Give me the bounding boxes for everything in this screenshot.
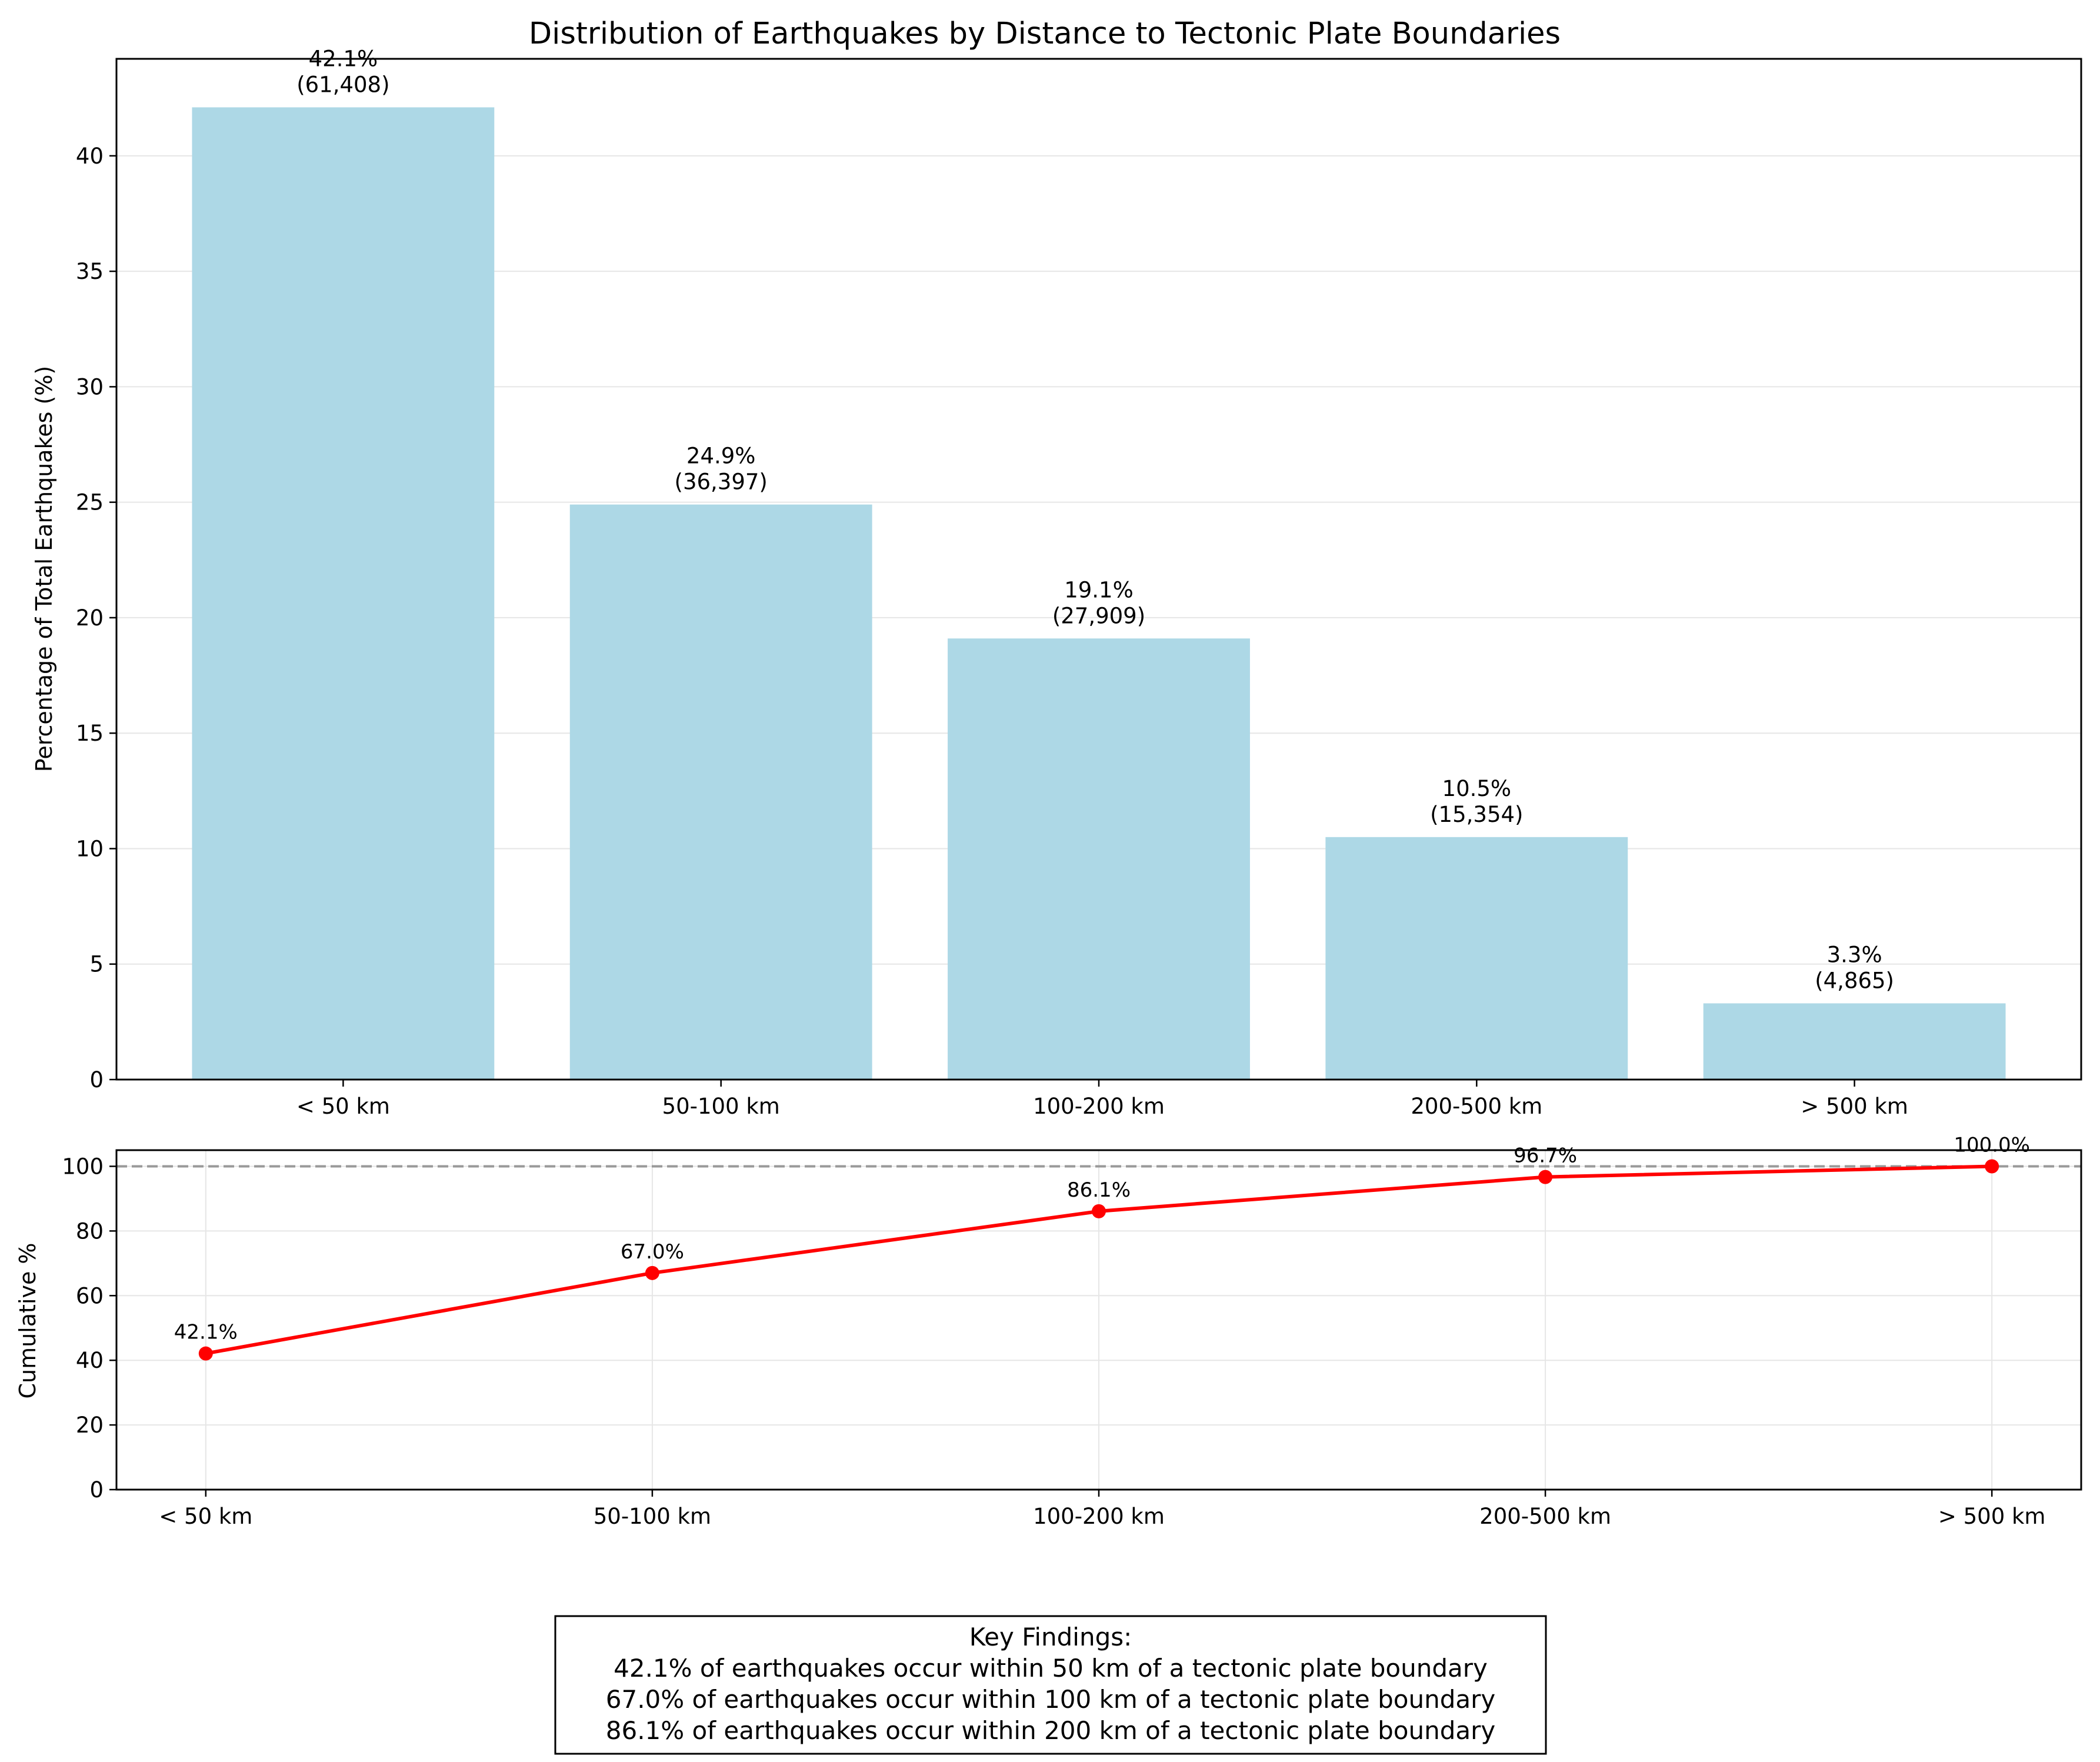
bottom-x-tick-label: > 500 km [1938,1504,2046,1529]
top-y-tick-label: 35 [76,259,104,284]
cumulative-point-label: 67.0% [621,1240,684,1264]
top-y-tick-label: 15 [76,721,104,746]
bar-count-label: (61,408) [296,72,389,97]
bottom-y-tick-label: 80 [76,1218,104,1244]
cumulative-point [645,1265,659,1280]
bottom-y-tick-label: 20 [76,1413,104,1438]
cumulative-point [198,1346,213,1361]
top-x-tick-label: < 50 km [296,1094,390,1119]
cumulative-point-label: 86.1% [1067,1178,1131,1202]
bottom-x-tick-label: 100-200 km [1033,1504,1165,1529]
key-finding-3: 86.1% of earthquakes occur within 200 km… [606,1716,1495,1745]
bottom-y-axis-label: Cumulative % [15,1243,41,1398]
bar [948,638,1250,1080]
cumulative-point-label: 42.1% [174,1321,238,1344]
chart-title: Distribution of Earthquakes by Distance … [529,16,1561,51]
top-y-tick-label: 0 [89,1067,104,1092]
bottom-x-tick-label: 200-500 km [1479,1504,1611,1529]
bar-count-label: (27,909) [1052,603,1145,628]
top-y-tick-label: 25 [76,490,104,515]
bar-count-label: (36,397) [675,469,768,495]
bar-count-label: (4,865) [1815,968,1894,993]
key-findings-heading: Key Findings: [969,1623,1132,1651]
bar [1325,837,1628,1080]
top-x-tick-label: 50-100 km [662,1094,780,1119]
top-y-tick-label: 40 [76,144,104,169]
bottom-x-ticks: < 50 km 50-100 km 100-200 km 200-500 km > 50… [159,1490,2045,1529]
bar-percent-label: 19.1% [1064,577,1134,602]
key-finding-2: 67.0% of earthquakes occur within 100 km… [606,1685,1495,1714]
top-y-tick-label: 30 [76,374,104,399]
top-y-tick-label: 20 [76,605,104,631]
key-findings-frame [554,1615,1547,1755]
cumulative-chart: 42.1%67.0%86.1%96.7% 100.0% 020406080100 … [15,1133,2082,1529]
top-y-ticks: 0 5 10 15 20 25 30 35 40 [76,144,116,1092]
bottom-y-tick-label: 40 [76,1348,104,1373]
bar-count-label: (15,354) [1430,802,1523,827]
bar [192,107,495,1080]
top-x-tick-label: > 500 km [1801,1094,1908,1119]
bar-percent-label: 10.5% [1442,776,1512,801]
cumulative-point [1538,1170,1553,1184]
top-x-tick-label: 100-200 km [1033,1094,1165,1119]
top-x-tick-label: 200-500 km [1411,1094,1542,1119]
bar [569,504,872,1080]
top-y-tick-label: 10 [76,836,104,861]
key-findings-box: Key Findings: 42.1% of earthquakes occur… [554,1615,1547,1755]
cumulative-point-label: 96.7% [1514,1144,1577,1168]
cumulative-value-labels: 42.1% 67.0% 86.1% 96.7% 100.0% [174,1133,2030,1344]
cumulative-points [198,1159,1999,1361]
bottom-y-tick-label: 60 [76,1283,104,1308]
key-finding-1: 42.1% of earthquakes occur within 50 km … [614,1654,1488,1683]
bottom-y-tick-label: 0 [89,1477,104,1503]
bar-percent-label: 3.3% [1827,942,1882,967]
bottom-x-tick-label: < 50 km [159,1504,252,1529]
top-x-ticks: < 50 km 50-100 km 100-200 km 200-500 km > 50… [296,1080,1908,1119]
top-y-tick-label: 5 [89,952,104,977]
cumulative-point-label: 100.0% [1954,1133,2030,1157]
bottom-y-ticks: 0 20 40 60 80 100 [62,1154,116,1503]
bar [1703,1003,2006,1080]
cumulative-point [1985,1159,1999,1174]
cumulative-point [1092,1204,1106,1218]
top-y-axis-label: Percentage of Total Earthquakes (%) [31,366,57,772]
bottom-x-tick-label: 50-100 km [594,1504,711,1529]
bar-percent-label: 24.9% [686,444,756,469]
bar-chart: 42.1%(61,408)24.9%(36,397)19.1%(27,909)1… [31,46,2082,1119]
bottom-y-tick-label: 100 [62,1154,104,1179]
bar-series [192,107,2006,1080]
